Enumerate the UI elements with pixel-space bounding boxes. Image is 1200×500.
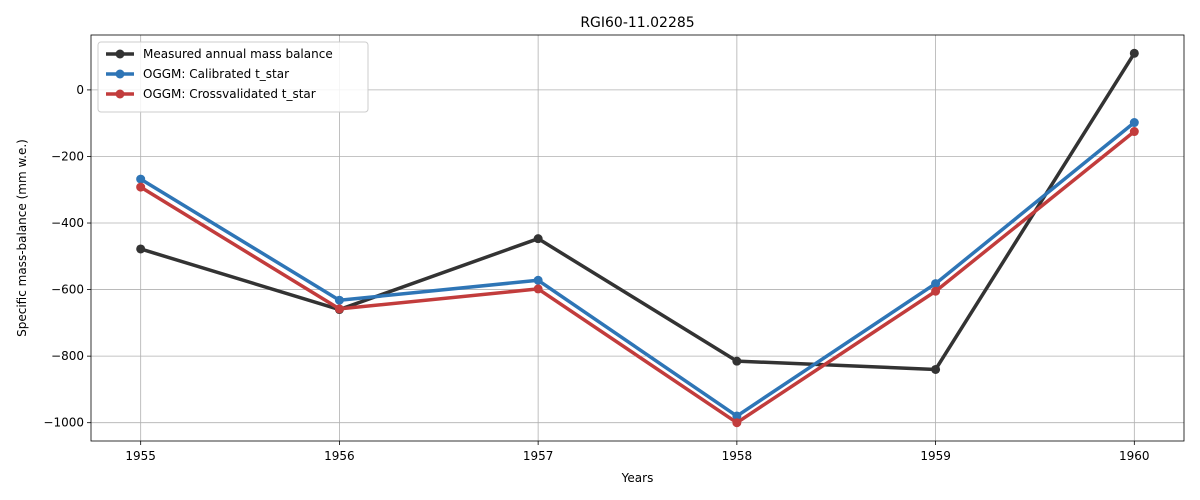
x-tick-label: 1955 [125,449,156,463]
chart-title: RGI60-11.02285 [580,15,694,31]
data-point [136,174,146,184]
series-1 [136,48,1139,374]
data-point [1129,127,1139,137]
axis-ticks: 1955 1956 1957 1958 1959 1960 0 −200 −400 −600 −80… [43,83,1149,463]
legend-entry: Measured annual mass balance [106,47,333,61]
data-point [732,411,742,421]
x-tick-label: 1957 [523,449,554,463]
x-tick-label: 1956 [324,449,355,463]
data-point [1129,118,1139,128]
data-point [931,364,941,374]
legend-entry: OGGM: Crossvalidated t_star [106,87,316,101]
y-tick-label: −200 [51,149,84,163]
y-tick-label: −400 [51,216,84,230]
y-tick-label: −600 [51,283,84,297]
series-2 [136,118,1139,421]
y-tick-label: −800 [51,349,84,363]
x-tick-label: 1959 [920,449,951,463]
series-line [138,129,1137,425]
data-point [136,244,146,254]
data-point [334,295,344,305]
series-3 [136,127,1139,428]
data-point [533,234,543,244]
data-point [732,356,742,366]
series-layer [136,48,1139,428]
data-point [732,418,742,428]
y-tick-label: 0 [76,83,84,97]
legend-entry: OGGM: Calibrated t_star [106,67,289,81]
series-line [138,120,1137,418]
data-point [533,284,543,294]
y-tick-label: −1000 [43,416,84,430]
x-axis-label: Years [621,471,654,485]
plot-frame [90,34,1185,442]
legend-label: OGGM: Calibrated t_star [143,67,289,81]
series-line [138,51,1137,372]
legend-box [97,41,369,113]
data-point [334,304,344,314]
data-point [1129,48,1139,58]
legend-marker [115,49,125,59]
x-tick-label: 1958 [722,449,753,463]
legend-label: OGGM: Crossvalidated t_star [143,87,316,101]
legend: Measured annual mass balance OGGM: Calibr… [97,41,369,113]
legend-label: Measured annual mass balance [143,47,333,61]
y-axis-label: Specific mass-balance (mm w.e.) [15,139,29,337]
data-point [931,279,941,289]
data-point [533,275,543,285]
data-point [136,182,146,192]
legend-marker [115,89,125,99]
x-tick-label: 1960 [1119,449,1150,463]
data-point [931,286,941,296]
legend-marker [115,69,125,79]
